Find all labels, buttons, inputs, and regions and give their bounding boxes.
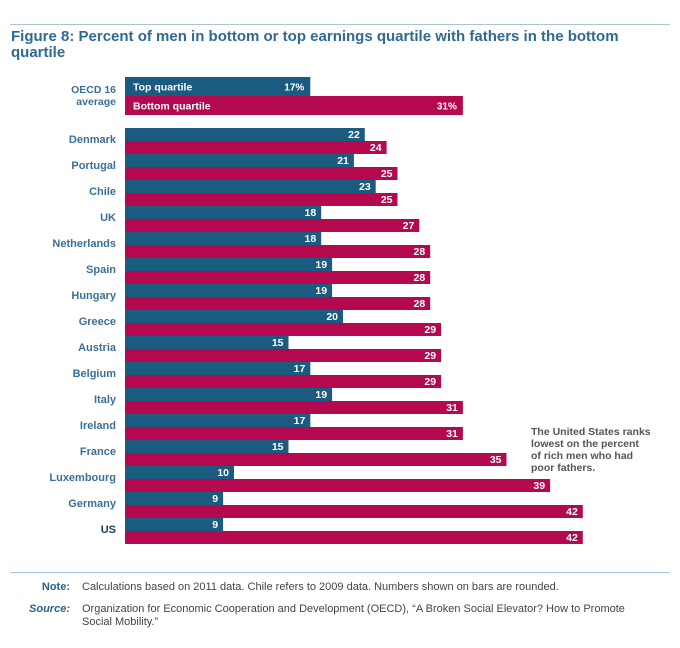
data-label-top: 19: [315, 285, 327, 297]
bar-top-quartile: [125, 180, 376, 193]
summary-top-bar: [125, 77, 311, 96]
category-label: Chile: [89, 186, 116, 198]
data-label-top: 21: [337, 155, 349, 167]
category-label: Portugal: [71, 160, 116, 172]
category-label: Hungary: [71, 290, 117, 302]
category-label: France: [80, 446, 116, 458]
bottom-rule: [10, 572, 670, 573]
bar-top-quartile: [125, 414, 311, 427]
data-label-top: 18: [305, 233, 317, 245]
data-label-top: 18: [305, 207, 317, 219]
category-label: Germany: [68, 498, 117, 510]
bar-bottom-quartile: [125, 323, 442, 336]
data-label-top: 9: [212, 519, 218, 531]
data-label-top: 15: [272, 441, 284, 453]
data-label-bottom: 39: [533, 480, 545, 492]
data-label-bottom: 31: [446, 402, 458, 414]
bar-bottom-quartile: [125, 297, 431, 310]
data-label-top: 19: [315, 389, 327, 401]
data-label-top: 15: [272, 337, 284, 349]
data-label-bottom: 29: [424, 376, 436, 388]
bar-top-quartile: [125, 336, 289, 349]
bar-top-quartile: [125, 284, 333, 297]
bar-bottom-quartile: [125, 479, 551, 492]
category-label: Ireland: [80, 420, 116, 432]
bar-top-quartile: [125, 206, 322, 219]
source-text: Organization for Economic Cooperation an…: [82, 603, 625, 628]
data-label-bottom: 31: [446, 428, 458, 440]
data-label-top: 23: [359, 181, 371, 193]
bar-top-quartile: [125, 128, 365, 141]
bar-bottom-quartile: [125, 219, 420, 232]
data-label-bottom: 25: [381, 168, 393, 180]
data-label-bottom: 29: [424, 350, 436, 362]
data-label-top: 22: [348, 129, 360, 141]
data-label-top: 19: [315, 259, 327, 271]
bar-bottom-quartile: [125, 531, 583, 544]
summary-bottom-label: Bottom quartile: [133, 101, 211, 113]
data-label-bottom: 24: [370, 142, 382, 154]
bar-top-quartile: [125, 362, 311, 375]
bar-top-quartile: [125, 466, 234, 479]
us-annotation: The United States ranks lowest on the pe…: [531, 426, 651, 474]
category-label: UK: [100, 212, 116, 224]
summary-category-label: OECD 16: [71, 84, 116, 96]
data-label-bottom: 42: [566, 506, 578, 518]
data-label-bottom: 28: [414, 246, 426, 258]
data-label-bottom: 28: [414, 298, 426, 310]
bar-top-quartile: [125, 492, 224, 505]
note-text: Calculations based on 2011 data. Chile r…: [82, 581, 559, 593]
summary-top-label: Top quartile: [133, 82, 192, 94]
bar-bottom-quartile: [125, 505, 583, 518]
category-label: Netherlands: [52, 238, 116, 250]
summary-bottom-bar: [125, 96, 463, 115]
data-label-bottom: 27: [403, 220, 415, 232]
bar-top-quartile: [125, 258, 333, 271]
bar-bottom-quartile: [125, 401, 463, 414]
category-label: Greece: [79, 316, 116, 328]
data-label-top: 20: [326, 311, 338, 323]
bar-top-quartile: [125, 518, 224, 531]
data-label-top: 9: [212, 493, 218, 505]
category-label: Austria: [78, 342, 117, 354]
bar-bottom-quartile: [125, 427, 463, 440]
bar-bottom-quartile: [125, 349, 442, 362]
bar-bottom-quartile: [125, 245, 431, 258]
category-label: Luxembourg: [49, 472, 116, 484]
data-label-top: 17: [294, 363, 306, 375]
data-label-bottom: 28: [414, 272, 426, 284]
data-label-top: 10: [217, 467, 229, 479]
bar-top-quartile: [125, 388, 333, 401]
summary-bottom-value-label: 31%: [437, 102, 457, 113]
bar-bottom-quartile: [125, 375, 442, 388]
bar-top-quartile: [125, 154, 354, 167]
bar-chart: Top quartile Bottom quartile 17% 31% OECD 16…: [49, 77, 583, 544]
summary-top-value-label: 17%: [284, 83, 304, 94]
category-label: Italy: [94, 394, 117, 406]
bar-bottom-quartile: [125, 453, 507, 466]
top-rule: [10, 24, 670, 25]
data-label-bottom: 29: [424, 324, 436, 336]
data-label-bottom: 35: [490, 454, 502, 466]
bar-top-quartile: [125, 440, 289, 453]
chart-title: Figure 8: Percent of men in bottom or to…: [11, 28, 619, 61]
summary-category-label: average: [76, 96, 116, 108]
category-label: Belgium: [73, 368, 117, 380]
bar-bottom-quartile: [125, 167, 398, 180]
bar-bottom-quartile: [125, 271, 431, 284]
data-label-top: 17: [294, 415, 306, 427]
category-label: Spain: [86, 264, 116, 276]
category-label: US: [101, 524, 116, 536]
source-label: Source:: [29, 603, 70, 615]
data-label-bottom: 25: [381, 194, 393, 206]
bar-top-quartile: [125, 310, 343, 323]
bar-bottom-quartile: [125, 141, 387, 154]
data-label-bottom: 42: [566, 532, 578, 544]
bar-top-quartile: [125, 232, 322, 245]
note-label: Note:: [41, 581, 70, 593]
bar-bottom-quartile: [125, 193, 398, 206]
category-label: Denmark: [69, 134, 117, 146]
